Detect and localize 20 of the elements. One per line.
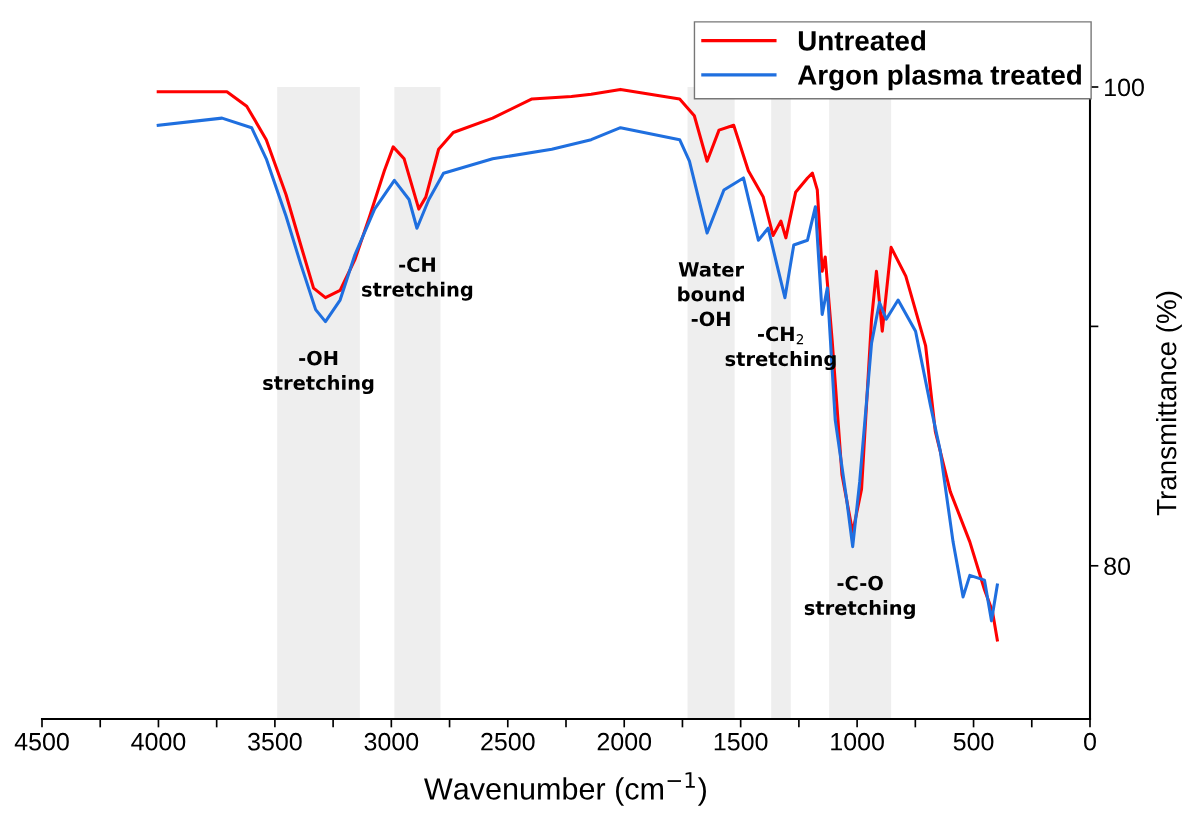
y-axis-title: Transmittance (%) <box>1156 291 1182 516</box>
x-tick-label: 0 <box>1084 732 1096 751</box>
y-tick-label: 100 <box>1105 78 1144 97</box>
x-tick-label: 2000 <box>597 732 652 751</box>
legend-label: Untreated <box>798 30 926 51</box>
x-tick-label: 1500 <box>714 732 768 751</box>
y-tick-label: 80 <box>1104 557 1131 576</box>
band-label: -OH stretching <box>263 350 374 395</box>
x-tick-label: 3000 <box>364 732 419 751</box>
x-axis-title: Wavenumber (cm$^{−1}$) <box>424 772 706 806</box>
legend-label: Argon plasma treated <box>797 64 1081 91</box>
x-tick-label: 1000 <box>831 732 884 751</box>
x-tick-label: 3500 <box>248 732 302 751</box>
x-tick-label: 2500 <box>481 732 535 751</box>
band-label: -C-O stretching <box>804 575 915 620</box>
band-label: -CH stretching <box>362 257 473 301</box>
x-tick-label: 4000 <box>131 732 186 751</box>
x-tick-label: 500 <box>953 732 994 751</box>
band-label: Water bound -OH <box>678 262 744 327</box>
x-tick-label: 4500 <box>14 732 69 751</box>
